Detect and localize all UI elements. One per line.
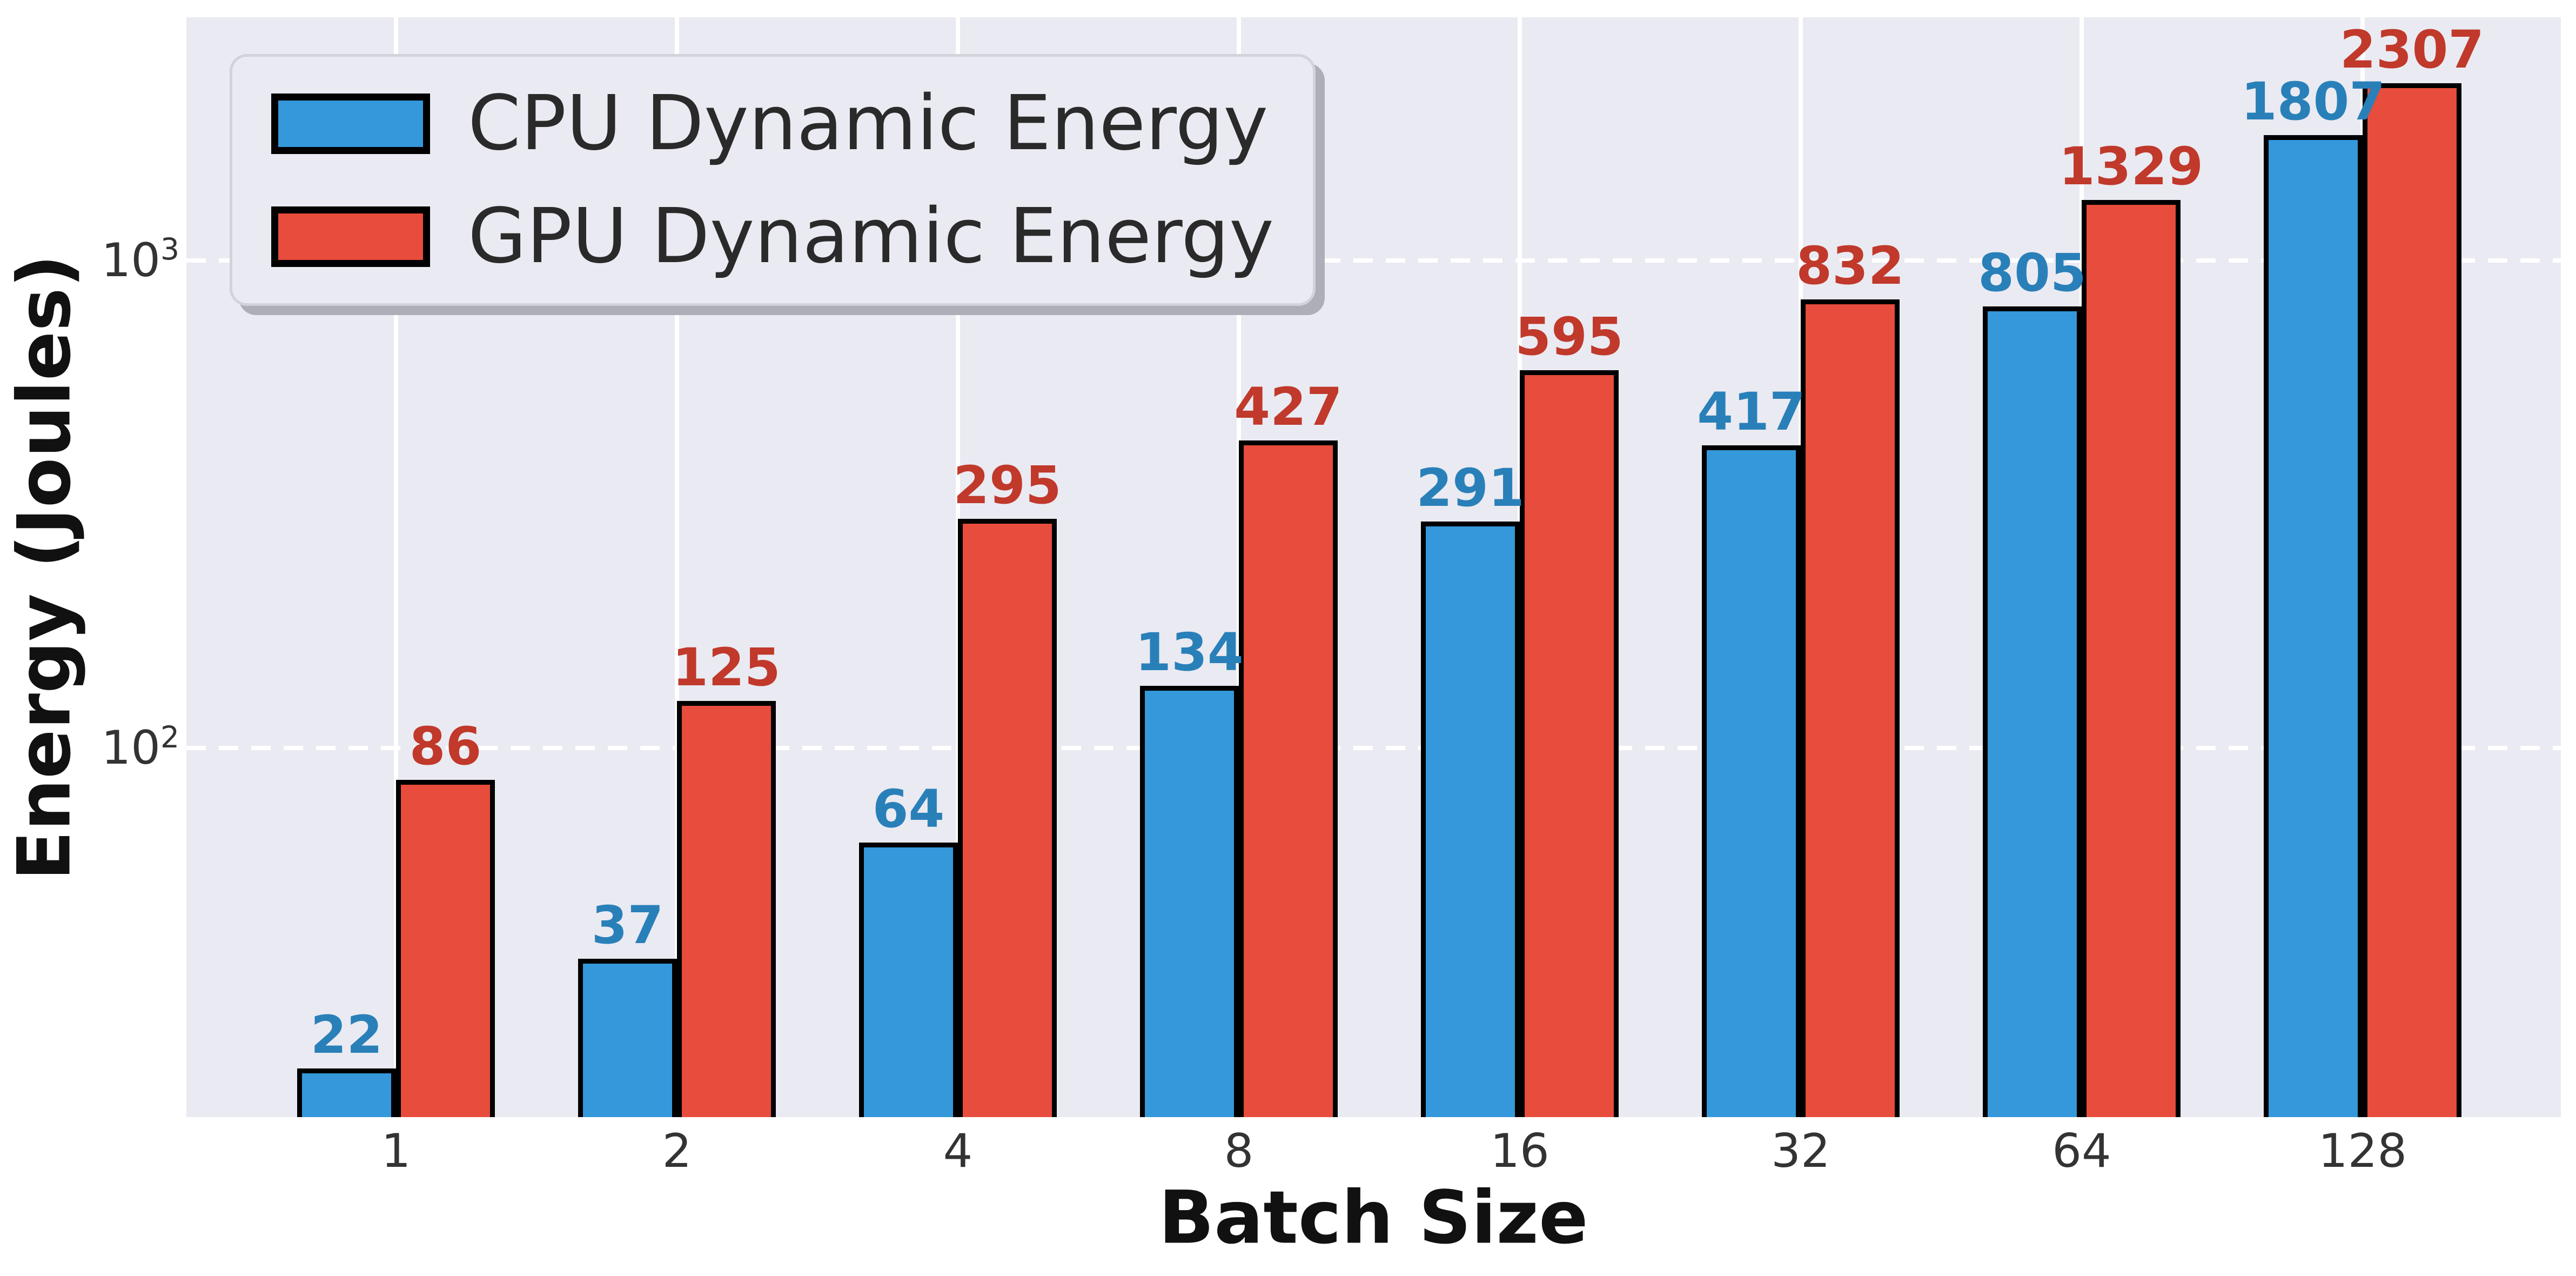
value-label-gpu-batch-16: 595 — [1515, 306, 1624, 368]
value-label-cpu-batch-4: 64 — [872, 778, 945, 839]
gridline-horizontal-1000 — [186, 258, 2561, 263]
bar-cpu-batch-4 — [859, 842, 958, 1117]
value-label-cpu-batch-16: 291 — [1416, 458, 1525, 519]
value-label-gpu-batch-1: 86 — [409, 716, 482, 777]
bar-gpu-batch-128 — [2363, 83, 2461, 1117]
y-tick-base: 10 — [101, 233, 160, 288]
x-tick-label-4: 4 — [943, 1124, 973, 1178]
value-label-cpu-batch-8: 134 — [1135, 622, 1244, 683]
value-label-gpu-batch-64: 1329 — [2058, 136, 2204, 197]
bar-gpu-batch-2 — [677, 700, 776, 1117]
value-label-gpu-batch-8: 427 — [1234, 377, 1343, 438]
value-label-gpu-batch-2: 125 — [672, 637, 781, 698]
gridline-horizontal-100 — [186, 745, 2561, 750]
y-tick-label-1000: 103 — [102, 235, 179, 284]
legend: CPU Dynamic Energy GPU Dynamic Energy — [230, 54, 1316, 306]
bar-cpu-batch-32 — [1702, 445, 1801, 1117]
gridline-vertical-1 — [394, 17, 398, 1117]
x-tick-label-2: 2 — [662, 1124, 692, 1178]
bar-gpu-batch-4 — [958, 519, 1057, 1117]
value-label-cpu-batch-2: 37 — [591, 894, 664, 956]
x-tick-label-64: 64 — [2052, 1124, 2111, 1178]
value-label-cpu-batch-32: 417 — [1697, 382, 1806, 443]
x-axis-label: Batch Size — [1158, 1175, 1588, 1260]
value-label-gpu-batch-4: 295 — [953, 455, 1062, 516]
legend-entry-gpu: GPU Dynamic Energy — [271, 197, 1274, 276]
bar-cpu-batch-128 — [2264, 135, 2363, 1117]
bar-cpu-batch-8 — [1140, 686, 1239, 1117]
cpu-legend-swatch — [271, 93, 430, 154]
bar-cpu-batch-64 — [1983, 306, 2082, 1117]
bar-gpu-batch-16 — [1520, 370, 1619, 1117]
bar-gpu-batch-32 — [1801, 299, 1900, 1117]
y-tick-base: 10 — [101, 720, 160, 775]
bar-gpu-batch-64 — [2082, 200, 2181, 1117]
gpu-legend-label: GPU Dynamic Energy — [468, 192, 1274, 280]
bar-cpu-batch-1 — [297, 1068, 396, 1117]
x-tick-label-128: 128 — [2318, 1124, 2407, 1178]
x-tick-label-32: 32 — [1771, 1124, 1830, 1178]
y-tick-exponent: 2 — [160, 719, 179, 754]
value-label-cpu-batch-128: 1807 — [2240, 71, 2386, 132]
plot-area: 1 2 4 8 16 32 64 128 22 37 64 134 291 417 805 1807 86 125… — [186, 17, 2561, 1174]
gridline-vertical-2 — [675, 17, 679, 1117]
bar-gpu-batch-8 — [1239, 440, 1338, 1117]
value-label-cpu-batch-64: 805 — [1978, 242, 2087, 303]
x-tick-label-1: 1 — [381, 1124, 411, 1178]
y-tick-exponent: 3 — [160, 232, 179, 267]
gpu-legend-swatch — [271, 206, 430, 267]
bar-cpu-batch-16 — [1421, 522, 1520, 1117]
value-label-cpu-batch-1: 22 — [310, 1005, 383, 1066]
y-axis-label: Energy (Joules) — [2, 254, 87, 881]
x-tick-label-8: 8 — [1224, 1124, 1254, 1178]
x-tick-label-16: 16 — [1490, 1124, 1549, 1178]
bar-gpu-batch-1 — [396, 780, 495, 1117]
y-tick-label-100: 102 — [102, 722, 179, 771]
value-label-gpu-batch-32: 832 — [1796, 235, 1904, 296]
bar-cpu-batch-2 — [578, 958, 677, 1117]
cpu-legend-label: CPU Dynamic Energy — [468, 79, 1269, 168]
value-label-gpu-batch-128: 2307 — [2339, 19, 2485, 81]
legend-entry-cpu: CPU Dynamic Energy — [271, 84, 1274, 163]
